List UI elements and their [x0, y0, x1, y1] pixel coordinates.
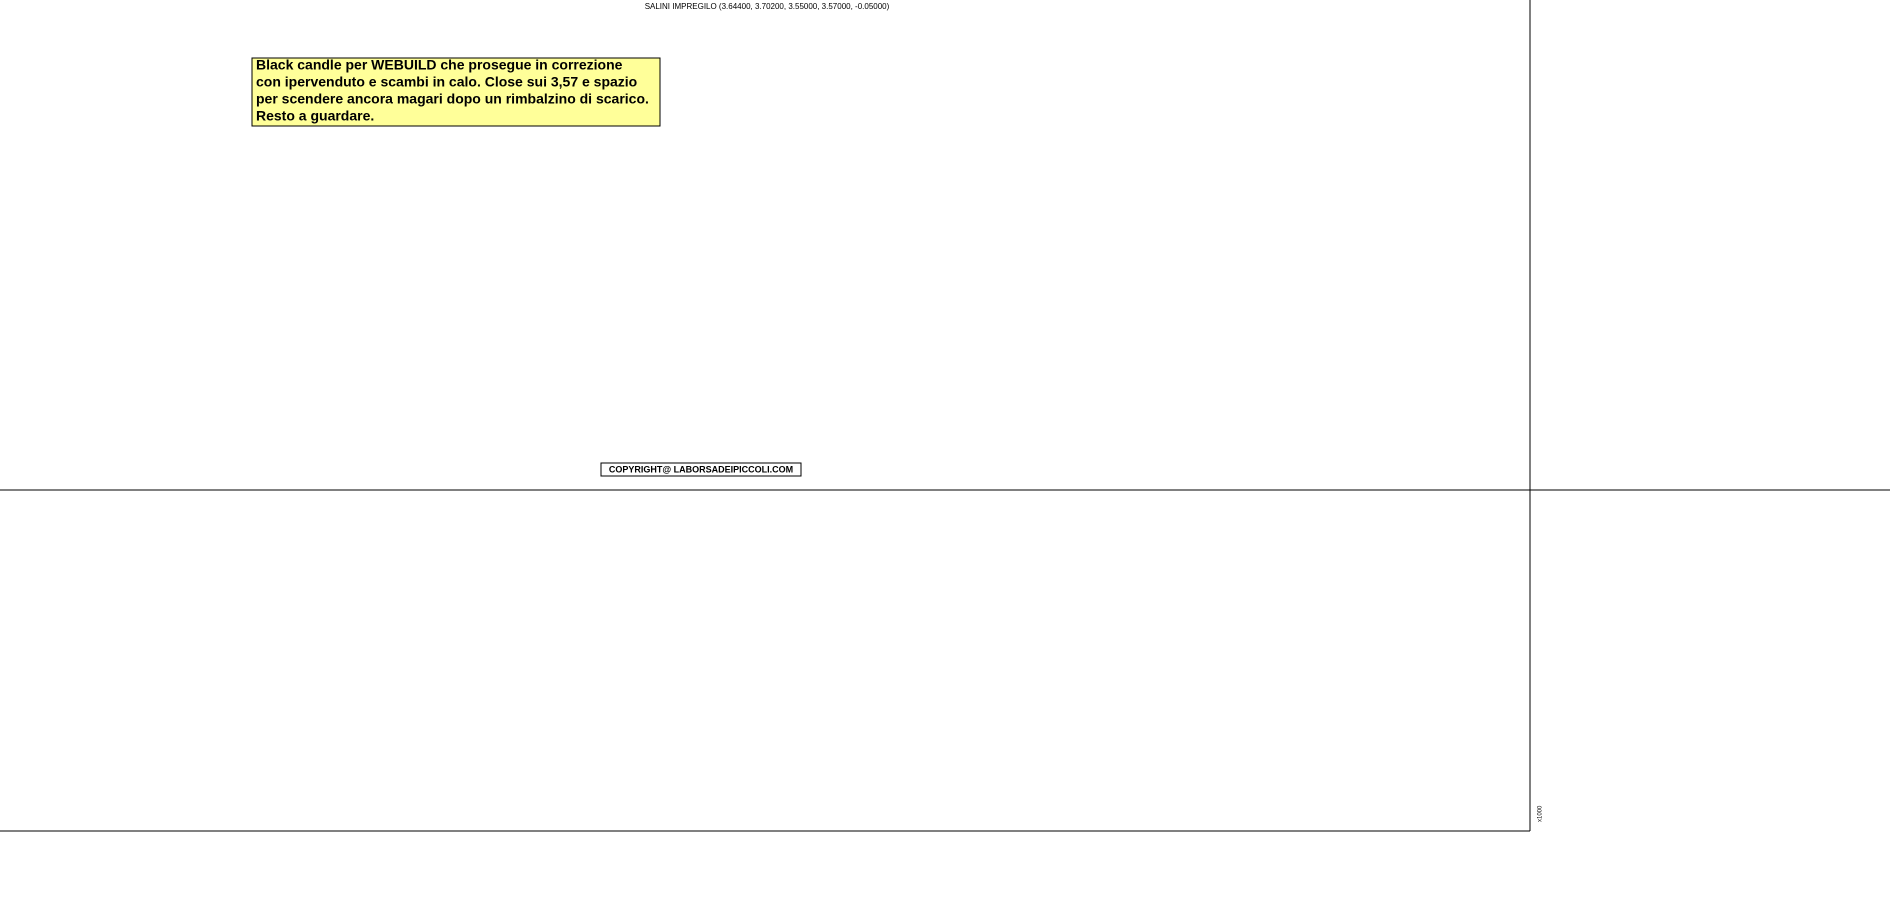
annotation-line: Resto a guardare.: [256, 108, 374, 124]
annotation-line: per scendere ancora magari dopo un rimba…: [256, 91, 649, 107]
annotation: Black candle per WEBUILD che prosegue in…: [251, 57, 661, 127]
annotation-line: con ipervenduto e scambi in calo. Close …: [256, 74, 637, 90]
annotation-line: Black candle per WEBUILD che prosegue in…: [256, 57, 623, 73]
volume-unit: x1000: [1538, 805, 1544, 822]
annotation-box: [251, 57, 661, 127]
copyright: COPYRIGHT@ LABORSADEIPICCOLI.COM: [609, 464, 793, 474]
axes: [0, 0, 1890, 832]
copyright-box: [600, 462, 802, 477]
chart-title: SALINI IMPREGILO (3.64400, 3.70200, 3.55…: [645, 2, 890, 11]
